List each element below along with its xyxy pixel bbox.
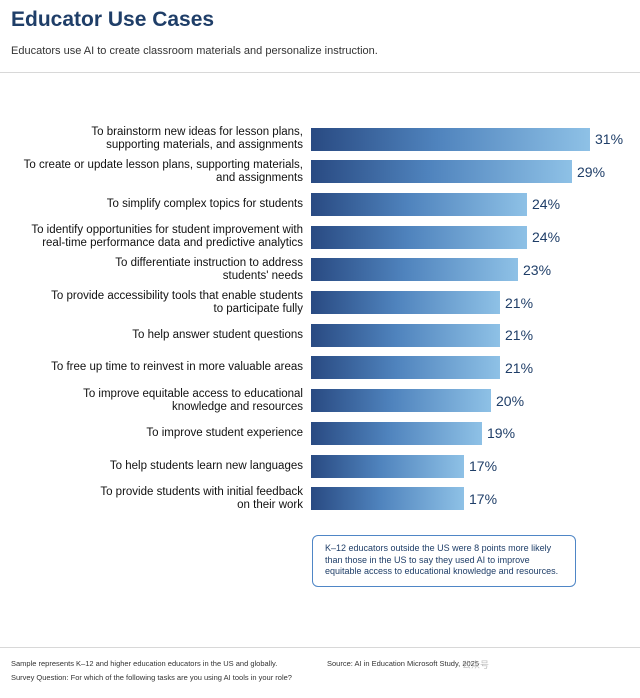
bar — [311, 192, 527, 216]
bar — [311, 421, 482, 445]
bar — [311, 487, 464, 511]
data-label: 19% — [487, 425, 516, 442]
bar — [311, 323, 500, 347]
data-label: 24% — [532, 229, 561, 246]
bar — [311, 291, 500, 314]
data-label: 20% — [496, 392, 525, 409]
category-label: To provide students with initial feedbac… — [100, 485, 303, 511]
category-label: To identify opportunities for student im… — [31, 224, 303, 250]
watermark: 公众号 — [462, 660, 490, 670]
top-divider — [0, 72, 640, 73]
callout-box: K–12 educators outside the US were 8 poi… — [312, 535, 576, 587]
category-label: To free up time to reinvest in more valu… — [51, 361, 303, 374]
bar — [311, 225, 527, 249]
bar — [311, 258, 518, 282]
data-label: 24% — [532, 196, 561, 213]
data-label: 17% — [469, 490, 498, 507]
chart-subtitle: Educators use AI to create classroom mat… — [11, 45, 378, 57]
data-label: 29% — [577, 163, 606, 180]
category-label: To help answer student questions — [132, 328, 303, 341]
category-label: To simplify complex topics for students — [106, 197, 303, 210]
category-label: To help students learn new languages — [109, 459, 303, 472]
bar — [311, 454, 464, 478]
chart-title: Educator Use Cases — [11, 8, 215, 31]
callout-text: K–12 educators outside the US were 8 poi… — [325, 543, 559, 576]
source-note: Source: AI in Education Microsoft Study,… — [327, 659, 480, 668]
bar — [311, 356, 500, 380]
data-label: 21% — [505, 327, 534, 344]
category-label: To provide accessibility tools that enab… — [51, 289, 303, 315]
bar — [311, 160, 572, 184]
category-label: To brainstorm new ideas for lesson plans… — [91, 126, 303, 151]
category-label: To improve equitable access to education… — [83, 387, 303, 413]
sample-note: Sample represents K–12 and higher educat… — [11, 659, 278, 668]
data-label: 23% — [523, 261, 552, 278]
bar — [311, 389, 491, 413]
survey-question: Survey Question: For which of the follow… — [11, 673, 292, 682]
category-label: To create or update lesson plans, suppor… — [23, 158, 303, 184]
category-label: To differentiate instruction to address s… — [115, 256, 303, 282]
category-label: To improve student experience — [146, 426, 303, 439]
bar — [311, 127, 590, 151]
data-label: 21% — [505, 294, 534, 311]
data-label: 31% — [595, 131, 624, 147]
bottom-divider — [0, 647, 640, 648]
data-label: 17% — [469, 458, 498, 474]
data-label: 21% — [505, 359, 534, 376]
